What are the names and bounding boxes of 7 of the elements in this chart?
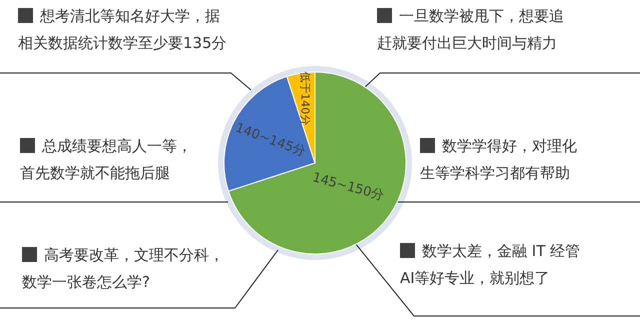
text: 一旦数学被甩下，想要追赶就要付出巨大时间与精力 — [377, 7, 564, 52]
text: 高考要改革，文理不分科，数学一张卷怎么学? — [22, 246, 224, 291]
text: 数学太差，金融 IT 经管AI等好专业，就别想了 — [400, 242, 580, 287]
text: 数学学得好，对理化生等学科学习都有帮助 — [420, 137, 577, 182]
text: 想考清北等知名好大学，据相关数据统计数学至少要135分 — [18, 7, 227, 52]
slice-label: 低于140分 — [298, 71, 312, 126]
text: 总成绩要想高人一等，首先数学就不能拖后腿 — [20, 137, 192, 182]
